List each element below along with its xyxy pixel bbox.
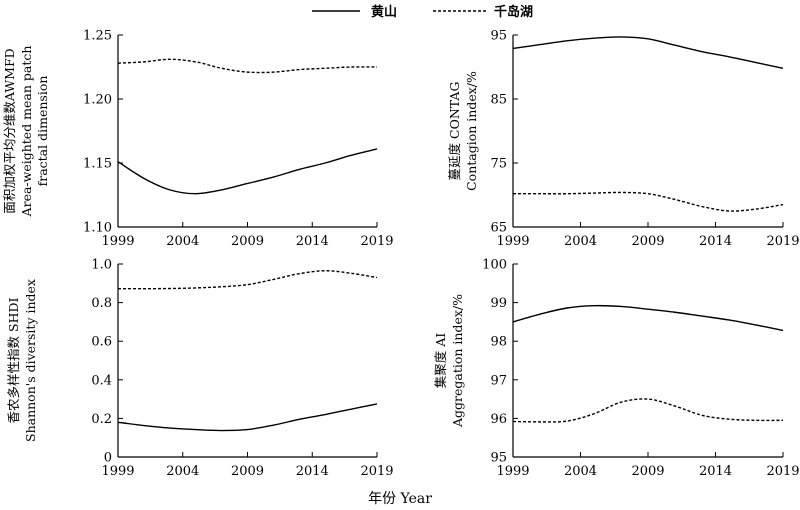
x-tick-label: 2019 xyxy=(360,464,393,479)
x-tick-label: 1999 xyxy=(101,234,134,249)
y-tick-label: 1.0 xyxy=(91,258,112,273)
y-tick-label: 65 xyxy=(490,221,507,236)
panels: 1.10 1.15 1.20 1.25 1999 2004 2009 2014 2019 面积加权… xyxy=(2,29,800,480)
x-tick-label: 1999 xyxy=(101,464,134,479)
x-tick-label: 2014 xyxy=(699,464,732,479)
panel-top-right: 65 75 85 95 1999 2004 2009 2014 2019 蔓延度 CONTAG Co… xyxy=(447,29,800,250)
y-tick-label: 1.10 xyxy=(83,221,112,236)
y-tick-label: 95 xyxy=(490,29,507,44)
series-line-qiandaohu xyxy=(513,191,784,212)
y-axis-label-line: fractal dimension xyxy=(35,76,50,187)
y-tick-label: 0.4 xyxy=(91,373,112,388)
y-tick-label: 96 xyxy=(490,412,507,427)
y-axis-label-line: Shannon's diversity index xyxy=(23,279,38,442)
x-tick-label: 2009 xyxy=(631,234,664,249)
series-line-huangshan xyxy=(512,304,784,332)
x-axis-title: 年份 Year xyxy=(368,491,432,507)
y-axis-label-line: Contagion index/% xyxy=(464,71,479,191)
y-axis-label-line: 香农多样性指数 SHDI xyxy=(6,297,21,423)
y-tick-label: 1.25 xyxy=(83,29,112,44)
x-tick-label: 2014 xyxy=(296,464,329,479)
series-line-huangshan xyxy=(512,36,784,69)
y-tick-label: 97 xyxy=(490,373,507,388)
x-tick-label: 1999 xyxy=(496,234,529,249)
panel-bottom-left: 0 0.2 0.4 0.6 0.8 1.0 1999 2004 2009 2014 2019 香农多样… xyxy=(6,258,394,480)
y-tick-label: 0.8 xyxy=(91,296,112,311)
y-axis-label-line: 集聚度 AI xyxy=(433,333,448,389)
y-tick-label: 1.20 xyxy=(83,93,112,108)
x-tick-label: 2004 xyxy=(564,464,597,479)
x-tick-label: 2009 xyxy=(231,464,264,479)
y-tick-label: 95 xyxy=(490,451,507,466)
y-tick-label: 0.6 xyxy=(91,335,112,350)
x-tick-label: 2009 xyxy=(231,234,264,249)
series-line-qiandaohu xyxy=(117,58,378,74)
x-tick-label: 2019 xyxy=(360,234,393,249)
legend-label-1: 千岛湖 xyxy=(494,4,533,20)
x-tick-label: 2014 xyxy=(296,234,329,249)
x-tick-label: 2004 xyxy=(166,464,199,479)
x-tick-label: 2019 xyxy=(766,234,799,249)
y-tick-label: 1.15 xyxy=(83,157,112,172)
y-tick-label: 85 xyxy=(490,93,507,108)
y-tick-label: 0 xyxy=(104,451,112,466)
y-axis-label-line: Aggregation index/% xyxy=(450,294,465,428)
x-tick-label: 2014 xyxy=(699,234,732,249)
x-tick-label: 2004 xyxy=(564,234,597,249)
y-tick-label: 0.2 xyxy=(91,412,112,427)
y-axis-label-line: 面积加权平均分维数AWMFD xyxy=(2,48,17,213)
y-tick-label: 100 xyxy=(482,258,507,273)
y-axis-label-line: Area-weighted mean patch xyxy=(19,46,34,218)
x-tick-label: 1999 xyxy=(496,464,529,479)
y-tick-label: 98 xyxy=(490,335,507,350)
series-line-qiandaohu xyxy=(117,270,378,290)
panel-top-left: 1.10 1.15 1.20 1.25 1999 2004 2009 2014 2019 面积加权… xyxy=(2,29,394,250)
y-axis-label-line: 蔓延度 CONTAG xyxy=(447,82,462,181)
series-line-huangshan xyxy=(117,148,378,195)
x-tick-label: 2009 xyxy=(631,464,664,479)
x-tick-label: 2004 xyxy=(166,234,199,249)
series-line-qiandaohu xyxy=(512,398,784,423)
y-tick-label: 99 xyxy=(490,296,507,311)
legend: 黄山 千岛湖 xyxy=(312,4,533,20)
series-line-huangshan xyxy=(117,403,378,432)
panel-bottom-right: 95 96 97 98 99 100 1999 2004 2009 2014 2019 集聚度 AI A… xyxy=(433,258,800,480)
legend-label-0: 黄山 xyxy=(371,4,397,20)
y-tick-label: 75 xyxy=(490,157,507,172)
x-tick-label: 2019 xyxy=(766,464,799,479)
